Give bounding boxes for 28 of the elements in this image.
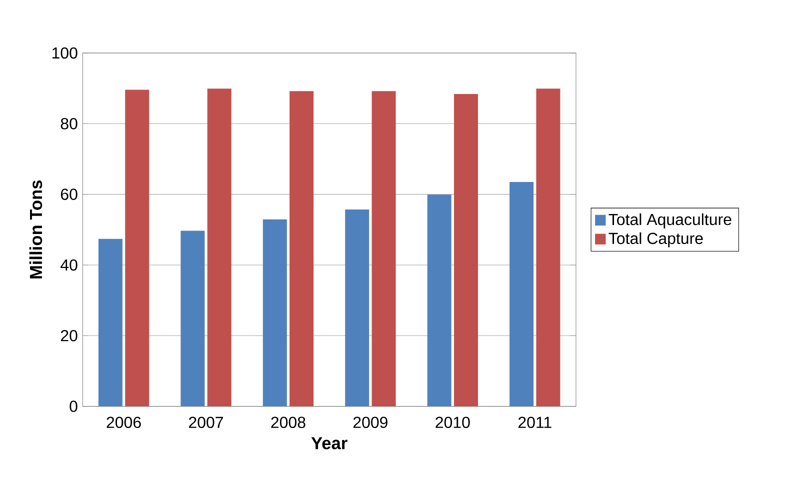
bar <box>180 230 205 406</box>
bar <box>345 210 370 406</box>
bar <box>125 90 150 406</box>
bar <box>427 194 452 406</box>
legend-label: Total Capture <box>608 232 703 248</box>
y-tick-label: 60 <box>60 188 78 200</box>
bar <box>290 91 314 406</box>
y-tick-label: 80 <box>60 118 78 130</box>
y-tick-label: 40 <box>60 259 78 271</box>
bar <box>454 94 478 406</box>
y-axis-title: Million Tons <box>29 180 42 278</box>
bar <box>510 182 534 406</box>
x-axis-title: Year <box>311 437 348 450</box>
x-tick-label: 2010 <box>436 416 470 428</box>
legend-label: Total Aquaculture <box>608 213 732 228</box>
y-tick-label: 100 <box>52 47 78 59</box>
x-tick-label: 2011 <box>518 416 552 428</box>
bar <box>207 88 232 406</box>
bar <box>262 219 287 406</box>
x-tick-label: 2006 <box>106 416 141 428</box>
bar <box>98 238 122 406</box>
bar <box>372 91 396 406</box>
y-tick-label: 20 <box>60 330 78 342</box>
x-tick-label: 2007 <box>189 416 223 428</box>
x-tick-label: 2008 <box>271 416 306 428</box>
x-tick-label: 2009 <box>353 416 388 428</box>
y-tick-label: 0 <box>70 400 78 412</box>
bar <box>536 88 560 406</box>
